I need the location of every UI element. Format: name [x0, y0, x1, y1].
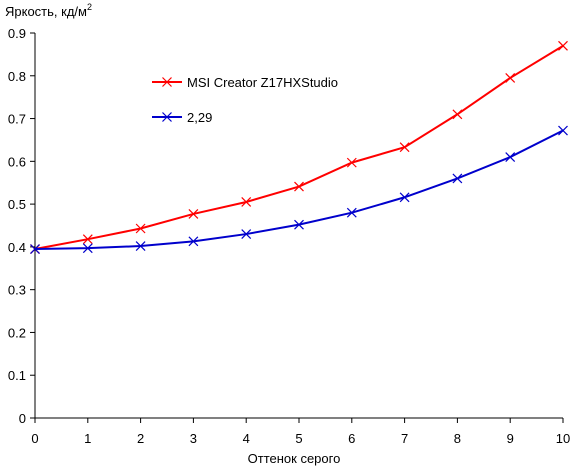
data-point-marker	[82, 243, 93, 254]
y-ticks: 0 0.1 0.2 0.3 0.4 0.5 0.6 0.7 0.8 0.9	[8, 26, 35, 426]
data-point-marker	[558, 125, 568, 136]
series-1	[30, 40, 568, 254]
y-tick-label: 0.5	[8, 197, 26, 212]
y-axis-title: Яркость, кд/м2	[5, 2, 92, 19]
legend: MSI Creator Z17HXStudio 2,29	[152, 75, 338, 125]
data-point-marker	[294, 219, 304, 230]
series-line	[34, 129, 564, 251]
data-point-marker	[399, 142, 410, 153]
legend-item-2: 2,29	[152, 110, 212, 125]
y-tick-label: 0.7	[8, 112, 26, 127]
legend-item-1: MSI Creator Z17HXStudio	[152, 75, 338, 90]
legend-label: 2,29	[187, 110, 212, 125]
data-point-marker	[399, 192, 410, 203]
series-2	[30, 125, 568, 254]
legend-marker	[162, 112, 172, 122]
data-point-marker	[558, 40, 568, 51]
y-tick-label: 0.3	[8, 283, 26, 298]
x-tick-label: 3	[190, 431, 197, 446]
x-ticks: 0 1 2 3 4 5 6 7 8 9 10	[31, 418, 570, 446]
data-point-marker	[30, 244, 40, 254]
y-tick-label: 0	[19, 411, 26, 426]
y-tick-label: 0.1	[8, 368, 26, 383]
x-tick-label: 10	[556, 431, 570, 446]
legend-label: MSI Creator Z17HXStudio	[187, 75, 338, 90]
data-point-marker	[346, 207, 357, 218]
data-point-marker	[241, 197, 252, 207]
x-tick-label: 5	[295, 431, 302, 446]
data-point-marker	[188, 209, 199, 219]
data-point-marker	[346, 157, 357, 168]
y-axis-title-superscript: 2	[87, 2, 92, 12]
series-layer	[30, 40, 568, 254]
x-tick-label: 4	[243, 431, 250, 446]
x-tick-label: 1	[84, 431, 91, 446]
data-point-marker	[452, 109, 463, 120]
y-tick-label: 0.8	[8, 69, 26, 84]
data-point-marker	[452, 173, 463, 184]
x-tick-label: 9	[507, 431, 514, 446]
data-point-marker	[82, 234, 93, 245]
x-tick-label: 0	[31, 431, 38, 446]
legend-marker	[162, 77, 172, 87]
x-tick-label: 8	[454, 431, 461, 446]
data-point-marker	[188, 236, 199, 247]
y-tick-label: 0.6	[8, 154, 26, 169]
data-point-marker	[505, 152, 516, 162]
data-point-marker	[135, 223, 146, 234]
data-point-marker	[505, 72, 516, 83]
x-tick-label: 7	[401, 431, 408, 446]
x-tick-label: 6	[348, 431, 355, 446]
x-axis-title: Оттенок серого	[248, 451, 341, 466]
x-tick-label: 2	[137, 431, 144, 446]
y-axis-title-text: Яркость, кд/м	[5, 4, 87, 19]
data-point-marker	[241, 229, 252, 239]
data-point-marker	[294, 181, 304, 192]
y-tick-label: 0.9	[8, 26, 26, 41]
y-tick-label: 0.4	[8, 240, 26, 255]
y-tick-label: 0.2	[8, 325, 26, 340]
data-point-marker	[135, 241, 146, 251]
